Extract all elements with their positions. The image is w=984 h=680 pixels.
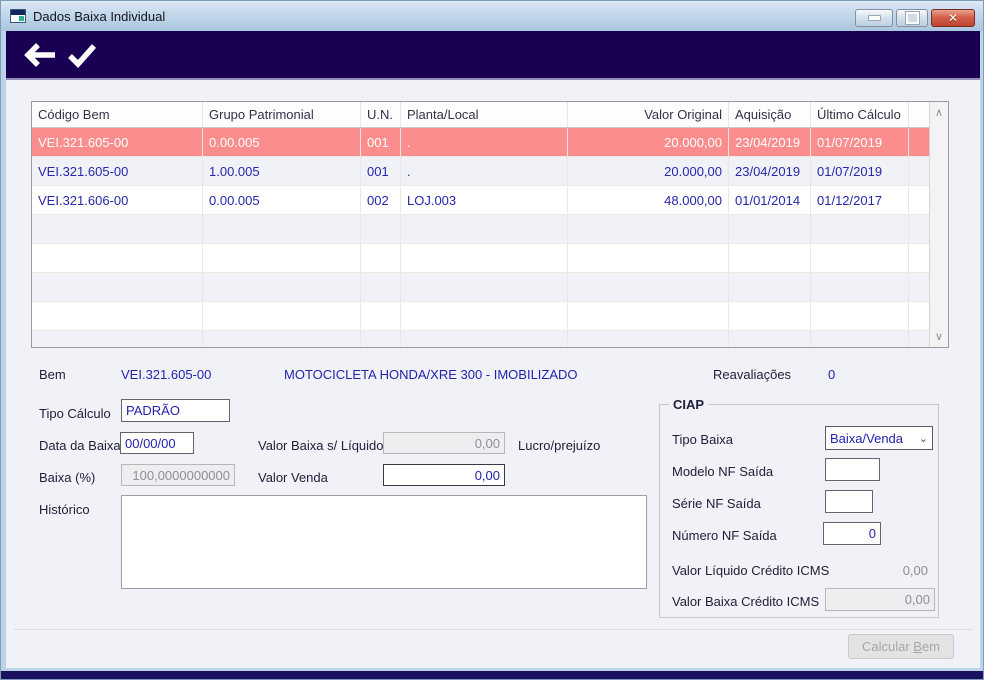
cell-codigo-bem: VEI.321.605-00	[32, 157, 203, 186]
valor-liquido-icms-label: Valor Líquido Crédito ICMS	[672, 563, 830, 578]
column-header-un[interactable]: U.N.	[361, 102, 401, 127]
reavaliacoes-label: Reavaliações	[713, 367, 792, 382]
toolbar	[6, 31, 980, 78]
footer-separator	[14, 629, 972, 630]
vertical-scrollbar[interactable]: ∧ ∨	[929, 102, 948, 347]
historico-field[interactable]	[121, 495, 647, 589]
bem-description: MOTOCICLETA HONDA/XRE 300 - IMOBILIZADO	[284, 367, 578, 382]
table-row[interactable]: VEI.321.605-00 1.00.005 001 . 20.000,00 …	[32, 157, 948, 186]
cell-un: 002	[361, 186, 401, 215]
cell-planta: .	[401, 128, 568, 157]
tipo-calculo-label: Tipo Cálculo	[39, 406, 111, 421]
grid-header: Código Bem Grupo Patrimonial U.N. Planta…	[32, 102, 948, 128]
ciap-groupbox: CIAP Tipo Baixa Baixa/Venda ⌄ Modelo NF …	[659, 397, 939, 618]
table-row-selected[interactable]: VEI.321.605-00 0.00.005 001 . 20.000,00 …	[32, 128, 948, 157]
data-baixa-field[interactable]	[120, 432, 194, 454]
table-row[interactable]: VEI.321.606-00 0.00.005 002 LOJ.003 48.0…	[32, 186, 948, 215]
baixa-pct-label: Baixa (%)	[39, 470, 96, 485]
cell-valor: 20.000,00	[568, 128, 729, 157]
table-row-empty[interactable]	[32, 244, 948, 273]
cell-un: 001	[361, 157, 401, 186]
historico-label: Histórico	[39, 502, 90, 517]
baixa-pct-field	[121, 464, 235, 486]
confirm-check-icon[interactable]	[66, 42, 98, 68]
window-title: Dados Baixa Individual	[33, 8, 166, 24]
valor-venda-label: Valor Venda	[258, 470, 328, 485]
cell-un: 001	[361, 128, 401, 157]
numero-nf-label: Número NF Saída	[672, 528, 777, 543]
tipo-baixa-label: Tipo Baixa	[672, 432, 733, 447]
cell-ultimo-calculo: 01/12/2017	[811, 186, 909, 215]
valor-venda-field[interactable]	[383, 464, 505, 486]
calcular-bem-button[interactable]: Calcular Bem	[848, 634, 954, 659]
column-header-planta-local[interactable]: Planta/Local	[401, 102, 568, 127]
column-header-grupo-patrimonial[interactable]: Grupo Patrimonial	[203, 102, 361, 127]
cell-codigo-bem: VEI.321.605-00	[32, 128, 203, 157]
cell-planta: .	[401, 157, 568, 186]
minimize-icon	[867, 15, 881, 21]
cell-valor: 48.000,00	[568, 186, 729, 215]
cell-aquisicao: 01/01/2014	[729, 186, 811, 215]
tipo-calculo-field[interactable]	[121, 399, 230, 422]
column-header-ultimo-calculo[interactable]: Último Cálculo	[811, 102, 909, 127]
lucro-prejuizo-label: Lucro/prejuízo	[518, 438, 601, 453]
close-icon: ✕	[947, 11, 959, 25]
valor-liquido-icms-value: 0,00	[902, 563, 928, 578]
close-button[interactable]: ✕	[931, 9, 975, 27]
reavaliacoes-value: 0	[828, 367, 836, 382]
cell-grupo: 1.00.005	[203, 157, 361, 186]
app-window-icon	[10, 9, 26, 23]
window-bottom-edge	[1, 671, 983, 679]
table-row-empty[interactable]	[32, 273, 948, 302]
table-row-empty[interactable]	[32, 215, 948, 244]
column-header-valor-original[interactable]: Valor Original	[568, 102, 729, 127]
cell-ultimo-calculo: 01/07/2019	[811, 128, 909, 157]
valor-baixa-icms-field	[825, 588, 935, 611]
cell-valor: 20.000,00	[568, 157, 729, 186]
title-bar[interactable]: Dados Baixa Individual ✕	[1, 1, 983, 31]
table-row-empty[interactable]	[32, 302, 948, 331]
scroll-up-icon[interactable]: ∧	[934, 107, 944, 119]
chevron-down-icon: ⌄	[918, 432, 928, 445]
column-header-codigo-bem[interactable]: Código Bem	[32, 102, 203, 127]
valor-baixa-field	[383, 432, 505, 454]
cell-codigo-bem: VEI.321.606-00	[32, 186, 203, 215]
cell-grupo: 0.00.005	[203, 186, 361, 215]
modelo-nf-label: Modelo NF Saída	[672, 464, 774, 479]
cell-aquisicao: 23/04/2019	[729, 157, 811, 186]
content-area: Código Bem Grupo Patrimonial U.N. Planta…	[6, 80, 980, 668]
column-header-aquisicao[interactable]: Aquisição	[729, 102, 811, 127]
valor-baixa-label: Valor Baixa s/ Líquido	[258, 438, 384, 453]
scroll-down-icon[interactable]: ∨	[934, 331, 944, 343]
cell-grupo: 0.00.005	[203, 128, 361, 157]
serie-nf-label: Série NF Saída	[672, 496, 761, 511]
toolbar-divider	[6, 78, 980, 80]
cell-planta: LOJ.003	[401, 186, 568, 215]
assets-grid: Código Bem Grupo Patrimonial U.N. Planta…	[31, 101, 949, 348]
maximize-button[interactable]	[896, 9, 928, 27]
numero-nf-field[interactable]	[823, 522, 881, 545]
minimize-button[interactable]	[855, 9, 893, 27]
modelo-nf-field[interactable]	[825, 458, 880, 481]
tipo-baixa-select[interactable]: Baixa/Venda ⌄	[825, 426, 933, 450]
ciap-title: CIAP	[669, 397, 709, 412]
cell-ultimo-calculo: 01/07/2019	[811, 157, 909, 186]
valor-baixa-icms-label: Valor Baixa Crédito ICMS	[672, 594, 820, 609]
calcular-bem-label: Calcular	[861, 639, 914, 654]
bem-code: VEI.321.605-00	[121, 367, 212, 382]
table-row-empty[interactable]	[32, 331, 948, 347]
data-baixa-label: Data da Baixa	[39, 438, 121, 453]
bem-label: Bem	[39, 367, 66, 382]
tipo-baixa-value: Baixa/Venda	[830, 430, 904, 446]
back-arrow-icon[interactable]	[22, 42, 58, 68]
cell-aquisicao: 23/04/2019	[729, 128, 811, 157]
maximize-icon	[904, 11, 920, 25]
serie-nf-field[interactable]	[825, 490, 873, 513]
